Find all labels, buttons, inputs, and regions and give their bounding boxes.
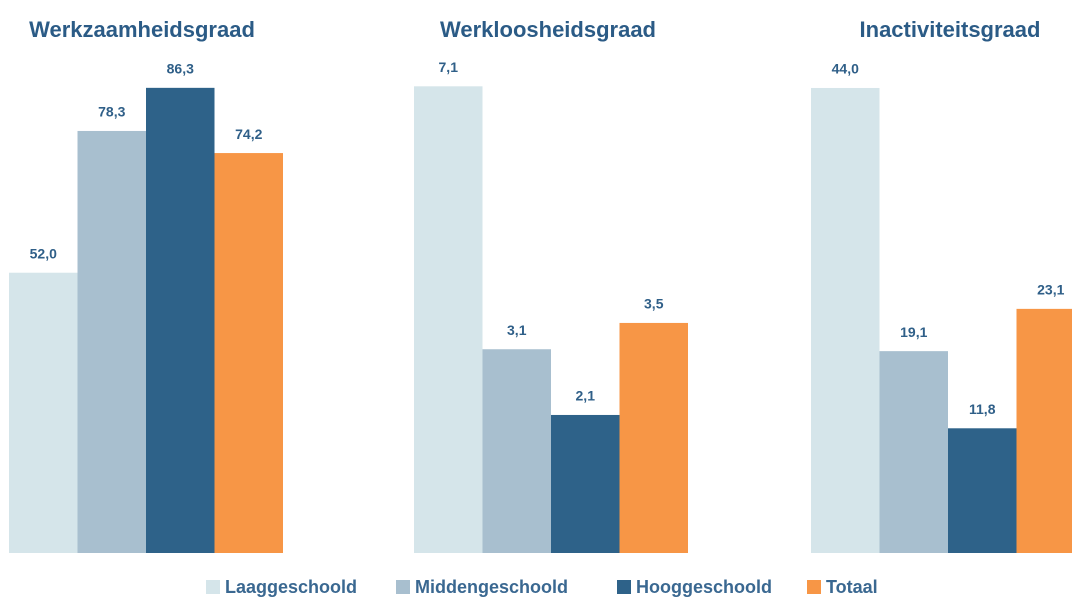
legend-label: Middengeschoold	[415, 577, 568, 597]
bar	[414, 86, 483, 554]
bar	[619, 322, 688, 553]
bar	[1016, 308, 1072, 553]
bar	[811, 87, 880, 553]
value-label: 74,2	[235, 126, 262, 142]
value-label: 2,1	[576, 388, 596, 404]
value-label: 44,0	[832, 61, 859, 77]
bar	[77, 130, 146, 553]
value-label: 7,1	[439, 59, 459, 75]
value-label: 3,1	[507, 322, 527, 338]
value-label: 19,1	[900, 324, 927, 340]
chart-title: Werkzaamheidsgraad	[29, 17, 255, 42]
bar	[482, 349, 551, 553]
bar	[551, 414, 620, 553]
legend-swatch	[206, 580, 220, 594]
chart-title: Werkloosheidsgraad	[440, 17, 656, 42]
value-label: 3,5	[644, 296, 664, 312]
bar	[948, 428, 1017, 553]
bar	[214, 153, 283, 553]
value-label: 86,3	[167, 61, 194, 77]
value-label: 78,3	[98, 104, 125, 120]
legend-swatch	[617, 580, 631, 594]
value-label: 23,1	[1037, 282, 1064, 298]
legend-label: Totaal	[826, 577, 878, 597]
legend-label: Laaggeschoold	[225, 577, 357, 597]
bar	[146, 87, 215, 553]
bar	[879, 351, 948, 553]
bar	[9, 272, 78, 553]
chart-title: Inactiviteitsgraad	[860, 17, 1041, 42]
legend-swatch	[396, 580, 410, 594]
legend-label: Hooggeschoold	[636, 577, 772, 597]
value-label: 52,0	[30, 245, 57, 261]
legend-swatch	[807, 580, 821, 594]
value-label: 11,8	[969, 401, 996, 417]
